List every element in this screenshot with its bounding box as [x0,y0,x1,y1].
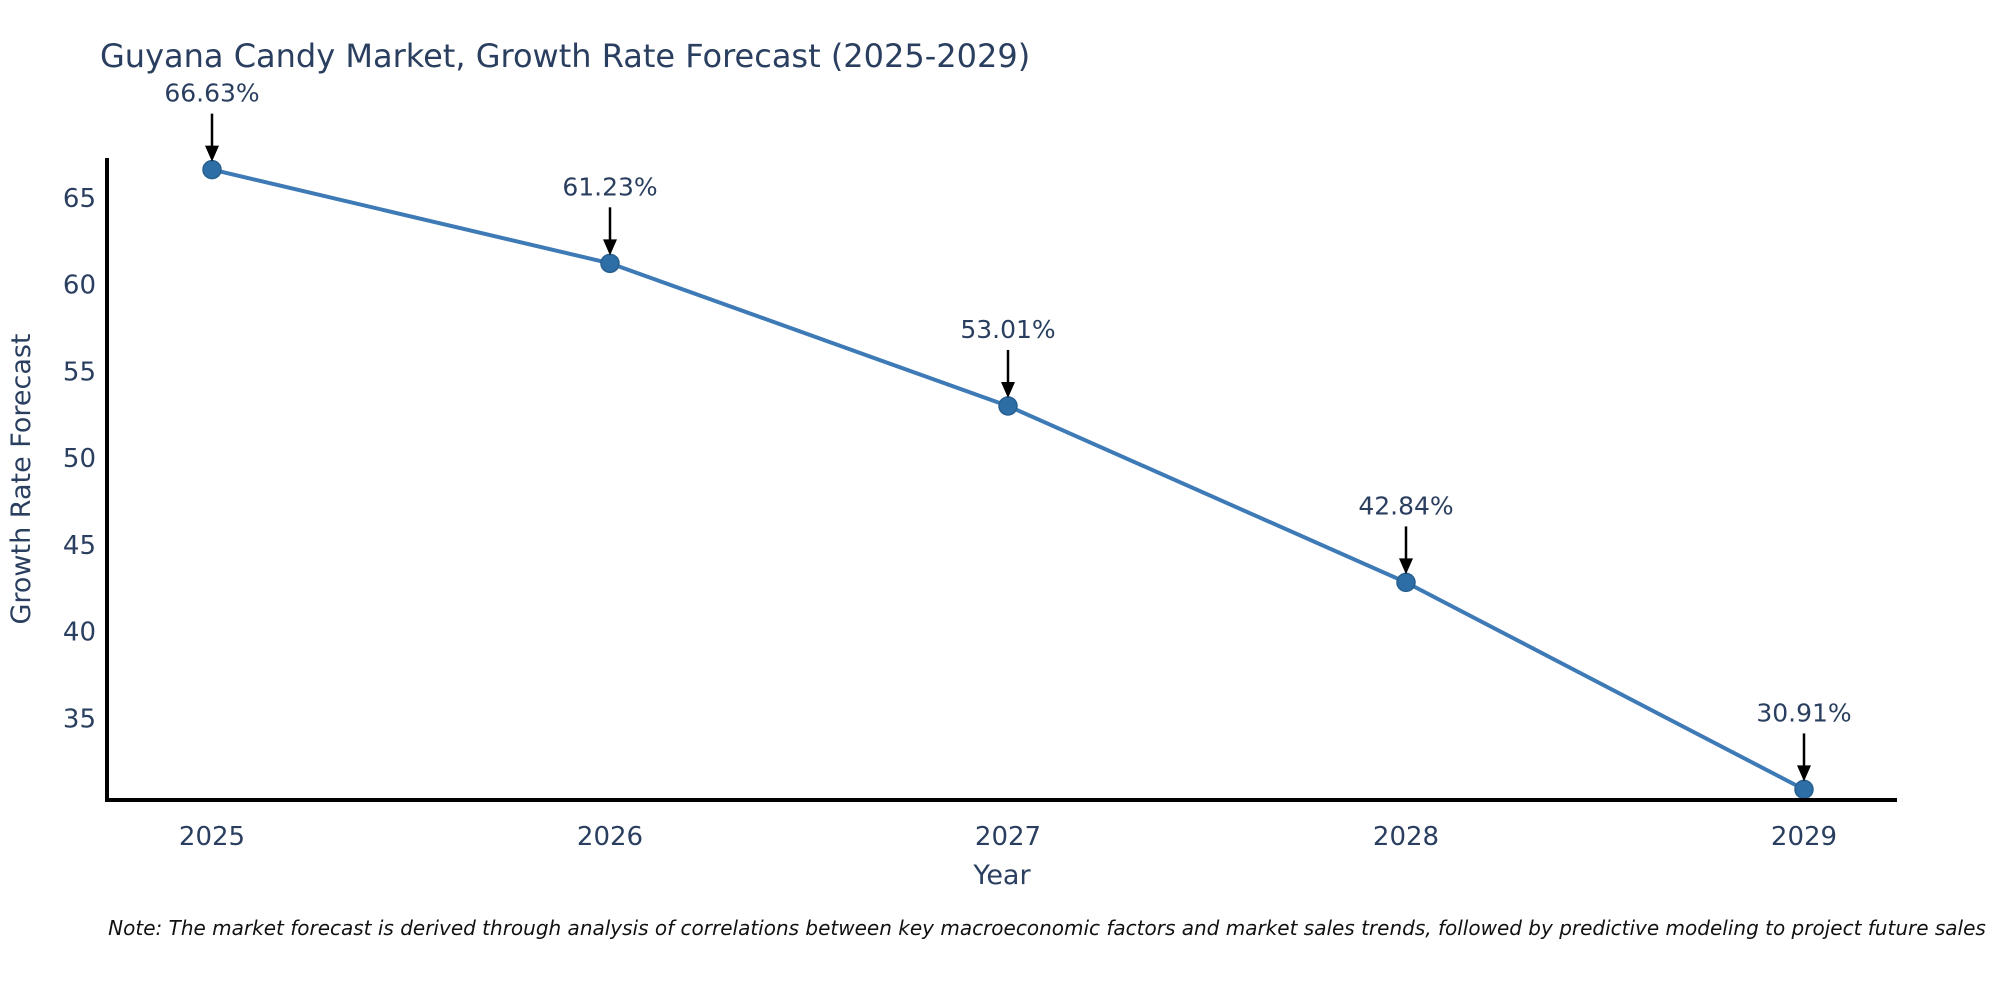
y-tick-label: 55 [63,357,96,387]
x-tick-label: 2029 [1771,822,1837,852]
annotation-arrow-head [603,239,617,256]
y-tick-label: 60 [63,271,96,301]
annotation-arrow-head [1001,381,1015,398]
point-value-label: 66.63% [164,79,259,108]
y-tick-label: 40 [63,618,96,648]
point-value-label: 42.84% [1358,491,1453,520]
x-tick-label: 2027 [975,822,1041,852]
data-point-marker[interactable] [1794,779,1814,800]
plot-area: 35 40 45 50 55 60 65 2025 2026 2027 2028 2029 66.63%… [63,79,1852,852]
chart-title: Guyana Candy Market, Growth Rate Forecas… [100,37,1030,75]
x-tick-label: 2025 [179,822,245,852]
annotation-arrow-head [1797,765,1811,782]
x-axis-title: Year [972,860,1031,891]
y-tick-label: 45 [63,531,96,561]
y-tick-label: 50 [63,444,96,474]
annotation-arrow-head [205,145,219,162]
y-tick-label: 35 [63,704,96,734]
data-point-marker[interactable] [1396,572,1416,593]
data-point-marker[interactable] [998,396,1018,416]
point-value-label: 30.91% [1756,698,1851,727]
point-value-label: 53.01% [960,315,1055,344]
y-tick-label: 65 [63,184,96,214]
data-point-marker[interactable] [202,159,222,180]
series-line [210,167,1806,792]
x-tick-label: 2028 [1373,822,1439,852]
annotation-arrow-head [1399,558,1413,575]
data-point-marker[interactable] [600,253,620,274]
y-axis-title: Growth Rate Forecast [6,333,37,624]
footnote: Note: The market forecast is derived thr… [108,916,1986,940]
point-value-label: 61.23% [562,172,657,201]
x-tick-label: 2026 [577,822,643,852]
